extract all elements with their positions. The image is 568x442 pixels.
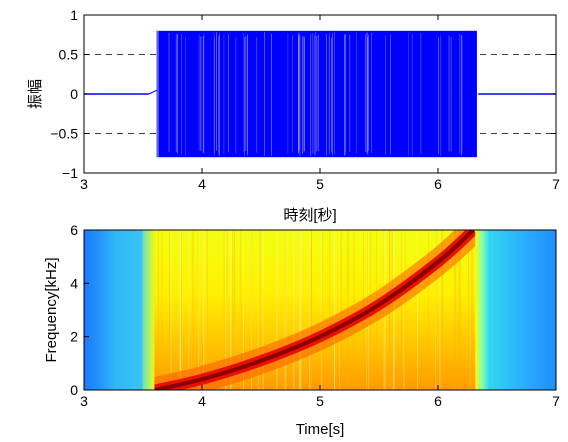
x-tick-label: 6 <box>434 393 442 409</box>
waveform-y-axis-label: 振幅 <box>27 79 44 109</box>
y-tick-label: 0.5 <box>59 47 79 63</box>
y-tick-label: 6 <box>70 222 78 238</box>
y-tick-label: 0 <box>70 86 78 102</box>
spectrogram-y-axis-label: Frequency[kHz] <box>43 257 60 362</box>
x-tick-label: 4 <box>198 393 206 409</box>
y-tick-label: 0 <box>70 382 78 398</box>
spectrogram-plot: 3 4 5 6 7 0 2 4 6 Time[s] Frequency[kHz] <box>43 222 560 438</box>
x-tick-label: 6 <box>434 176 442 192</box>
x-tick-label: 3 <box>80 393 88 409</box>
spectrogram-offset-edge <box>475 230 490 390</box>
spectrogram-image <box>84 230 556 390</box>
spectrogram-quiet-right <box>489 230 556 390</box>
chirp-ridge-core <box>154 230 475 390</box>
waveform-series <box>84 30 556 158</box>
waveform-x-axis-label: 時刻[秒] <box>283 207 336 224</box>
waveform-plot: 3 4 5 6 7 −1 −0.5 0 0.5 1 時刻[秒] 振幅 <box>27 7 560 224</box>
spectrogram-onset-edge <box>142 230 155 390</box>
series-onset <box>148 30 158 158</box>
y-tick-label: −1 <box>62 165 78 181</box>
spectrogram-x-axis-label: Time[s] <box>296 421 345 438</box>
x-tick-label: 5 <box>316 393 324 409</box>
y-tick-label: 4 <box>70 275 78 291</box>
x-tick-label: 3 <box>80 176 88 192</box>
x-tick-label: 7 <box>552 393 560 409</box>
x-tick-label: 4 <box>198 176 206 192</box>
y-tick-label: 2 <box>70 329 78 345</box>
series-oscillation-band <box>158 30 477 158</box>
y-tick-label: 1 <box>70 7 78 23</box>
x-tick-label: 7 <box>552 176 560 192</box>
waveform-ticks: 3 4 5 6 7 −1 −0.5 0 0.5 1 <box>50 7 560 192</box>
y-tick-label: −0.5 <box>50 126 78 142</box>
x-tick-label: 5 <box>316 176 324 192</box>
spectrogram-ticks: 3 4 5 6 7 0 2 4 6 <box>70 222 560 409</box>
spectrogram-quiet-left <box>84 230 149 390</box>
